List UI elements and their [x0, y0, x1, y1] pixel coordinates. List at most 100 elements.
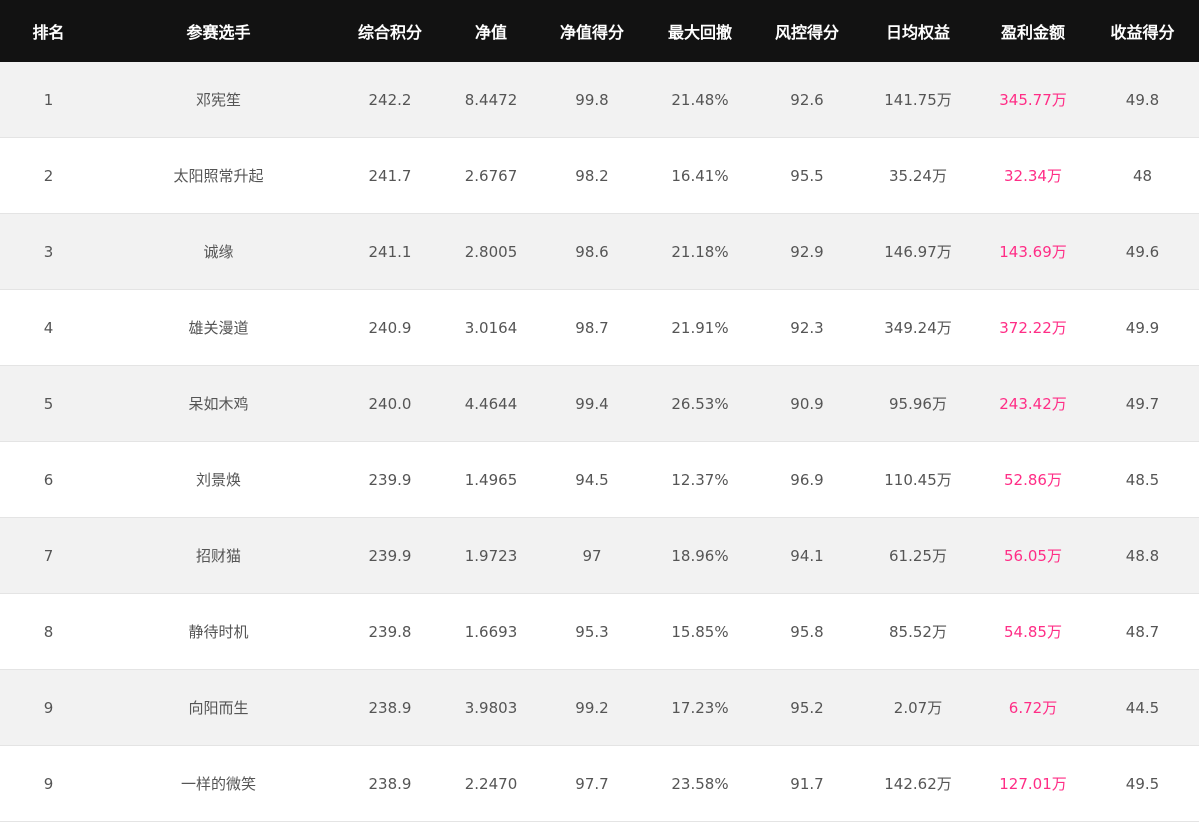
cell-player: 一样的微笑	[97, 745, 340, 822]
cell-risk-score: 94.1	[758, 517, 856, 594]
cell-rank: 4	[0, 289, 97, 366]
cell-return-score: 49.5	[1086, 745, 1199, 822]
cell-profit: 143.69万	[980, 213, 1086, 290]
table-header: 排名 参赛选手 综合积分 净值 净值得分 最大回撤 风控得分 日均权益 盈利金额 收益得分	[0, 0, 1199, 62]
cell-net-value: 3.0164	[440, 289, 542, 366]
table-row: 6 刘景焕 239.9 1.4965 94.5 12.37% 96.9 110.45万 52.8…	[0, 441, 1199, 518]
table-row: 3 诚缘 241.1 2.8005 98.6 21.18% 92.9 146.97万 143.6…	[0, 213, 1199, 290]
cell-profit: 127.01万	[980, 745, 1086, 822]
cell-daily-equity: 110.45万	[856, 441, 980, 518]
cell-rank: 7	[0, 517, 97, 594]
cell-net-value-score: 95.3	[542, 593, 642, 670]
column-header-player[interactable]: 参赛选手	[186, 23, 251, 42]
cell-rank: 1	[0, 62, 97, 138]
column-header-profit[interactable]: 盈利金额	[1000, 23, 1065, 42]
cell-net-value-score: 99.8	[542, 62, 642, 138]
cell-net-value-score: 99.2	[542, 669, 642, 746]
cell-risk-score: 96.9	[758, 441, 856, 518]
cell-net-value-score: 98.7	[542, 289, 642, 366]
column-header-daily-equity[interactable]: 日均权益	[885, 23, 950, 42]
cell-total-score: 239.8	[340, 593, 440, 670]
cell-player: 呆如木鸡	[97, 365, 340, 442]
cell-daily-equity: 142.62万	[856, 745, 980, 822]
cell-daily-equity: 35.24万	[856, 137, 980, 214]
cell-risk-score: 91.7	[758, 745, 856, 822]
cell-risk-score: 90.9	[758, 365, 856, 442]
cell-total-score: 239.9	[340, 517, 440, 594]
cell-risk-score: 95.2	[758, 669, 856, 746]
cell-player: 招财猫	[97, 517, 340, 594]
table-row: 1 邓宪笙 242.2 8.4472 99.8 21.48% 92.6 141.75万 345.…	[0, 62, 1199, 138]
cell-return-score: 48.8	[1086, 517, 1199, 594]
cell-risk-score: 92.9	[758, 213, 856, 290]
column-header-max-drawdown[interactable]: 最大回撤	[667, 23, 732, 42]
column-header-total-score[interactable]: 综合积分	[357, 23, 422, 42]
column-header-net-value-score[interactable]: 净值得分	[559, 23, 624, 42]
cell-player: 雄关漫道	[97, 289, 340, 366]
cell-daily-equity: 146.97万	[856, 213, 980, 290]
cell-player: 诚缘	[97, 213, 340, 290]
cell-max-drawdown: 16.41%	[642, 137, 758, 214]
cell-return-score: 49.8	[1086, 62, 1199, 138]
cell-rank: 5	[0, 365, 97, 442]
cell-risk-score: 92.3	[758, 289, 856, 366]
cell-max-drawdown: 12.37%	[642, 441, 758, 518]
table-row: 5 呆如木鸡 240.0 4.4644 99.4 26.53% 90.9 95.96万 243.…	[0, 365, 1199, 442]
cell-total-score: 240.9	[340, 289, 440, 366]
cell-net-value-score: 98.6	[542, 213, 642, 290]
cell-max-drawdown: 15.85%	[642, 593, 758, 670]
cell-total-score: 238.9	[340, 669, 440, 746]
cell-daily-equity: 141.75万	[856, 62, 980, 138]
cell-return-score: 49.7	[1086, 365, 1199, 442]
cell-profit: 56.05万	[980, 517, 1086, 594]
cell-net-value-score: 97	[542, 517, 642, 594]
cell-rank: 9	[0, 745, 97, 822]
cell-player: 太阳照常升起	[97, 137, 340, 214]
cell-net-value: 8.4472	[440, 62, 542, 138]
cell-max-drawdown: 23.58%	[642, 745, 758, 822]
column-header-rank[interactable]: 排名	[32, 23, 65, 42]
table-row: 2 太阳照常升起 241.7 2.6767 98.2 16.41% 95.5 35.24万 32…	[0, 137, 1199, 214]
cell-total-score: 241.1	[340, 213, 440, 290]
cell-return-score: 44.5	[1086, 669, 1199, 746]
cell-rank: 9	[0, 669, 97, 746]
table-row: 7 招财猫 239.9 1.9723 97 18.96% 94.1 61.25万 56.05万 4…	[0, 517, 1199, 594]
cell-profit: 54.85万	[980, 593, 1086, 670]
cell-total-score: 241.7	[340, 137, 440, 214]
cell-max-drawdown: 21.48%	[642, 62, 758, 138]
table-row: 9 一样的微笑 238.9 2.2470 97.7 23.58% 91.7 142.62万 12…	[0, 745, 1199, 822]
cell-return-score: 49.6	[1086, 213, 1199, 290]
cell-daily-equity: 95.96万	[856, 365, 980, 442]
cell-profit: 345.77万	[980, 62, 1086, 138]
cell-return-score: 48	[1086, 137, 1199, 214]
cell-player: 刘景焕	[97, 441, 340, 518]
table-row: 9 向阳而生 238.9 3.9803 99.2 17.23% 95.2 2.07万 6.72万…	[0, 669, 1199, 746]
cell-risk-score: 95.8	[758, 593, 856, 670]
cell-net-value: 4.4644	[440, 365, 542, 442]
cell-net-value: 2.6767	[440, 137, 542, 214]
cell-total-score: 242.2	[340, 62, 440, 138]
cell-profit: 372.22万	[980, 289, 1086, 366]
column-header-return-score[interactable]: 收益得分	[1110, 23, 1175, 42]
table-row: 4 雄关漫道 240.9 3.0164 98.7 21.91% 92.3 349.24万 372…	[0, 289, 1199, 366]
cell-total-score: 238.9	[340, 745, 440, 822]
column-header-net-value[interactable]: 净值	[474, 23, 507, 42]
cell-net-value: 1.4965	[440, 441, 542, 518]
cell-net-value-score: 99.4	[542, 365, 642, 442]
cell-net-value-score: 97.7	[542, 745, 642, 822]
cell-return-score: 49.9	[1086, 289, 1199, 366]
cell-profit: 32.34万	[980, 137, 1086, 214]
cell-net-value-score: 94.5	[542, 441, 642, 518]
cell-max-drawdown: 21.91%	[642, 289, 758, 366]
cell-player: 向阳而生	[97, 669, 340, 746]
cell-rank: 3	[0, 213, 97, 290]
cell-net-value: 2.8005	[440, 213, 542, 290]
cell-net-value: 3.9803	[440, 669, 542, 746]
column-header-risk-score[interactable]: 风控得分	[774, 23, 839, 42]
table-row: 8 静待时机 239.8 1.6693 95.3 15.85% 95.8 85.52万 54.8…	[0, 593, 1199, 670]
cell-daily-equity: 2.07万	[856, 669, 980, 746]
cell-return-score: 48.7	[1086, 593, 1199, 670]
cell-profit: 6.72万	[980, 669, 1086, 746]
cell-player: 邓宪笙	[97, 62, 340, 138]
cell-player: 静待时机	[97, 593, 340, 670]
